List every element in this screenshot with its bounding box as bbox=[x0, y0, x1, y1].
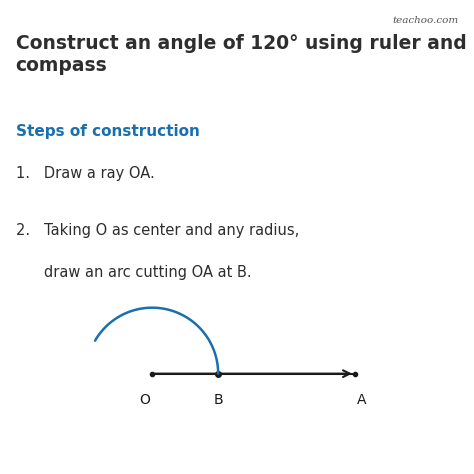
Text: 1.   Draw a ray OA.: 1. Draw a ray OA. bbox=[16, 166, 154, 182]
Text: Steps of construction: Steps of construction bbox=[16, 124, 200, 139]
Text: O: O bbox=[140, 392, 151, 407]
Text: teachoo.com: teachoo.com bbox=[392, 16, 458, 25]
Text: 2.   Taking O as center and any radius,: 2. Taking O as center and any radius, bbox=[16, 223, 299, 238]
Text: Construct an angle of 120° using ruler and compass: Construct an angle of 120° using ruler a… bbox=[16, 35, 466, 75]
Text: B: B bbox=[213, 392, 223, 407]
Text: draw an arc cutting OA at B.: draw an arc cutting OA at B. bbox=[44, 265, 251, 280]
Text: A: A bbox=[357, 392, 366, 407]
